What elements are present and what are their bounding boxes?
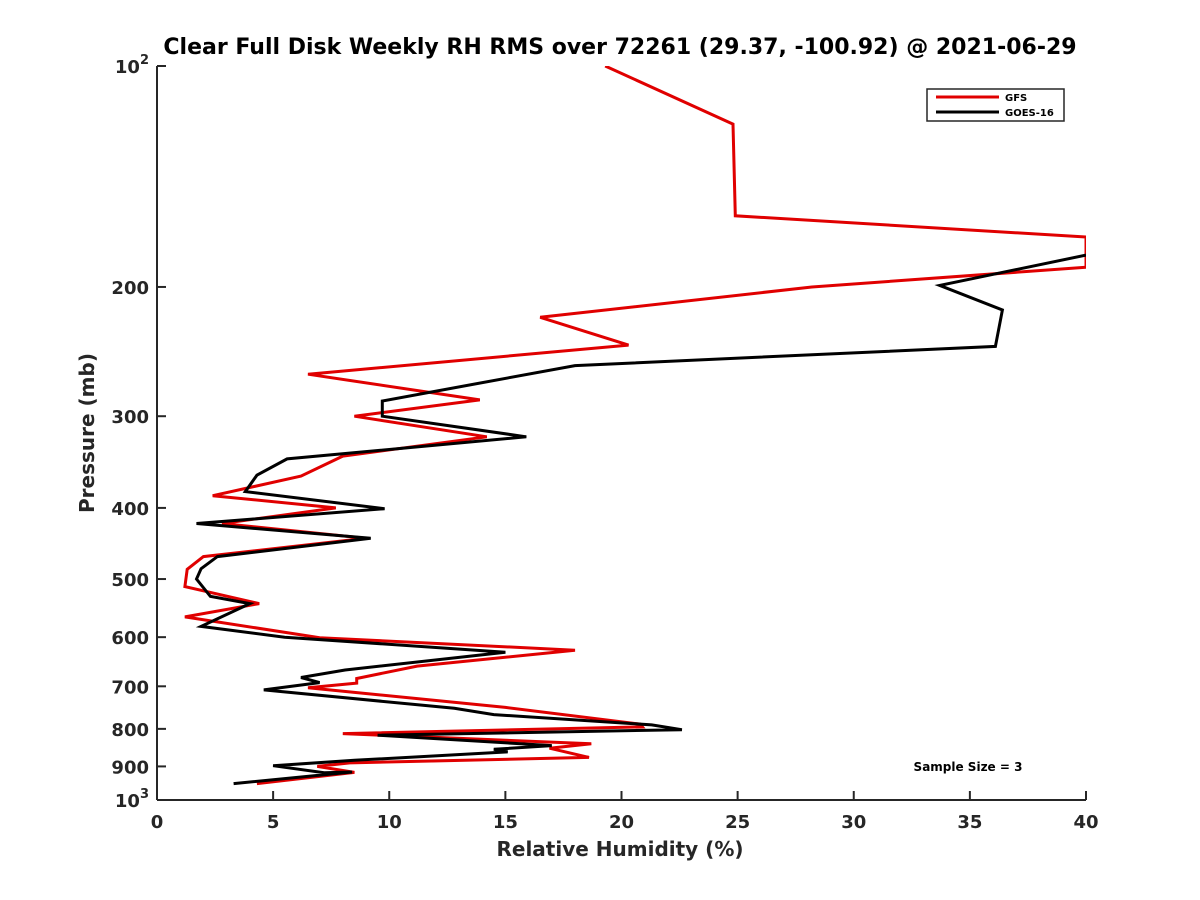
chart-title: Clear Full Disk Weekly RH RMS over 72261…	[163, 35, 1076, 60]
y-tick-label: 200	[111, 278, 149, 299]
y-tick-label: 400	[111, 499, 149, 520]
y-tick-label: 800	[111, 720, 149, 741]
y-tick-label: 500	[111, 570, 149, 591]
y-tick-label: 102	[115, 53, 149, 78]
x-axis-ticks: 0 5 10 15 20 25 30 35 40	[151, 791, 1099, 833]
x-tick-label: 5	[267, 812, 280, 833]
series-line-goes-16	[194, 253, 1086, 786]
x-tick-label: 10	[377, 812, 402, 833]
x-tick-label: 25	[725, 812, 750, 833]
y-axis-ticks: 102 200 300 400 500 600 700 800 900 103	[111, 53, 166, 812]
y-axis-label: Pressure (mb)	[75, 353, 99, 513]
x-tick-label: 40	[1073, 812, 1098, 833]
y-tick-label: 600	[111, 628, 149, 649]
y-tick-label: 900	[111, 757, 149, 778]
x-axis-label: Relative Humidity (%)	[496, 837, 743, 861]
legend-label: GFS	[1005, 93, 1027, 104]
legend-label: GOES-16	[1005, 108, 1054, 119]
x-tick-label: 20	[609, 812, 634, 833]
legend-box	[926, 88, 1065, 122]
x-tick-label: 35	[957, 812, 982, 833]
x-tick-label: 30	[841, 812, 866, 833]
x-tick-label: 0	[151, 812, 164, 833]
y-tick-label: 300	[111, 407, 149, 428]
sample-size-annotation: Sample Size = 3	[914, 760, 1023, 774]
series-line-gfs	[183, 66, 1086, 786]
plot-area	[156, 66, 1086, 801]
x-tick-label: 15	[493, 812, 518, 833]
y-tick-label: 700	[111, 677, 149, 698]
legend: GFS GOES-16	[926, 88, 1065, 122]
y-tick-label: 103	[115, 787, 149, 812]
